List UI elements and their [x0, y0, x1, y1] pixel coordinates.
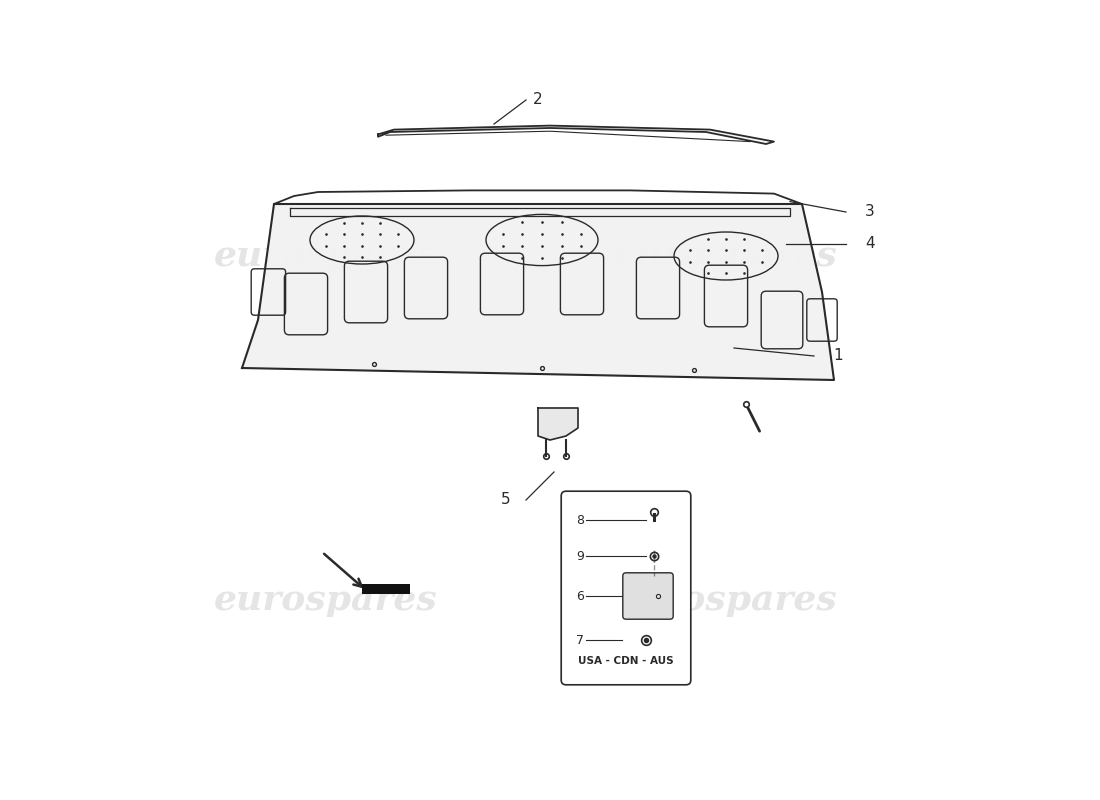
Text: 3: 3	[865, 205, 874, 219]
Polygon shape	[538, 408, 578, 440]
FancyBboxPatch shape	[561, 491, 691, 685]
Text: 4: 4	[866, 237, 874, 251]
FancyBboxPatch shape	[623, 573, 673, 619]
Text: 1: 1	[833, 349, 843, 363]
Text: eurospares: eurospares	[614, 583, 838, 617]
Bar	[362, 584, 410, 594]
Text: 5: 5	[502, 493, 510, 507]
Text: 2: 2	[534, 93, 542, 107]
Text: eurospares: eurospares	[214, 583, 438, 617]
Text: USA - CDN - AUS: USA - CDN - AUS	[579, 656, 674, 666]
Text: 7: 7	[576, 634, 584, 646]
Polygon shape	[378, 126, 774, 144]
Polygon shape	[242, 204, 834, 380]
Text: eurospares: eurospares	[214, 239, 438, 273]
Text: eurospares: eurospares	[614, 239, 838, 273]
Text: 8: 8	[576, 514, 584, 526]
Text: 9: 9	[576, 550, 584, 562]
Text: 6: 6	[576, 590, 584, 602]
